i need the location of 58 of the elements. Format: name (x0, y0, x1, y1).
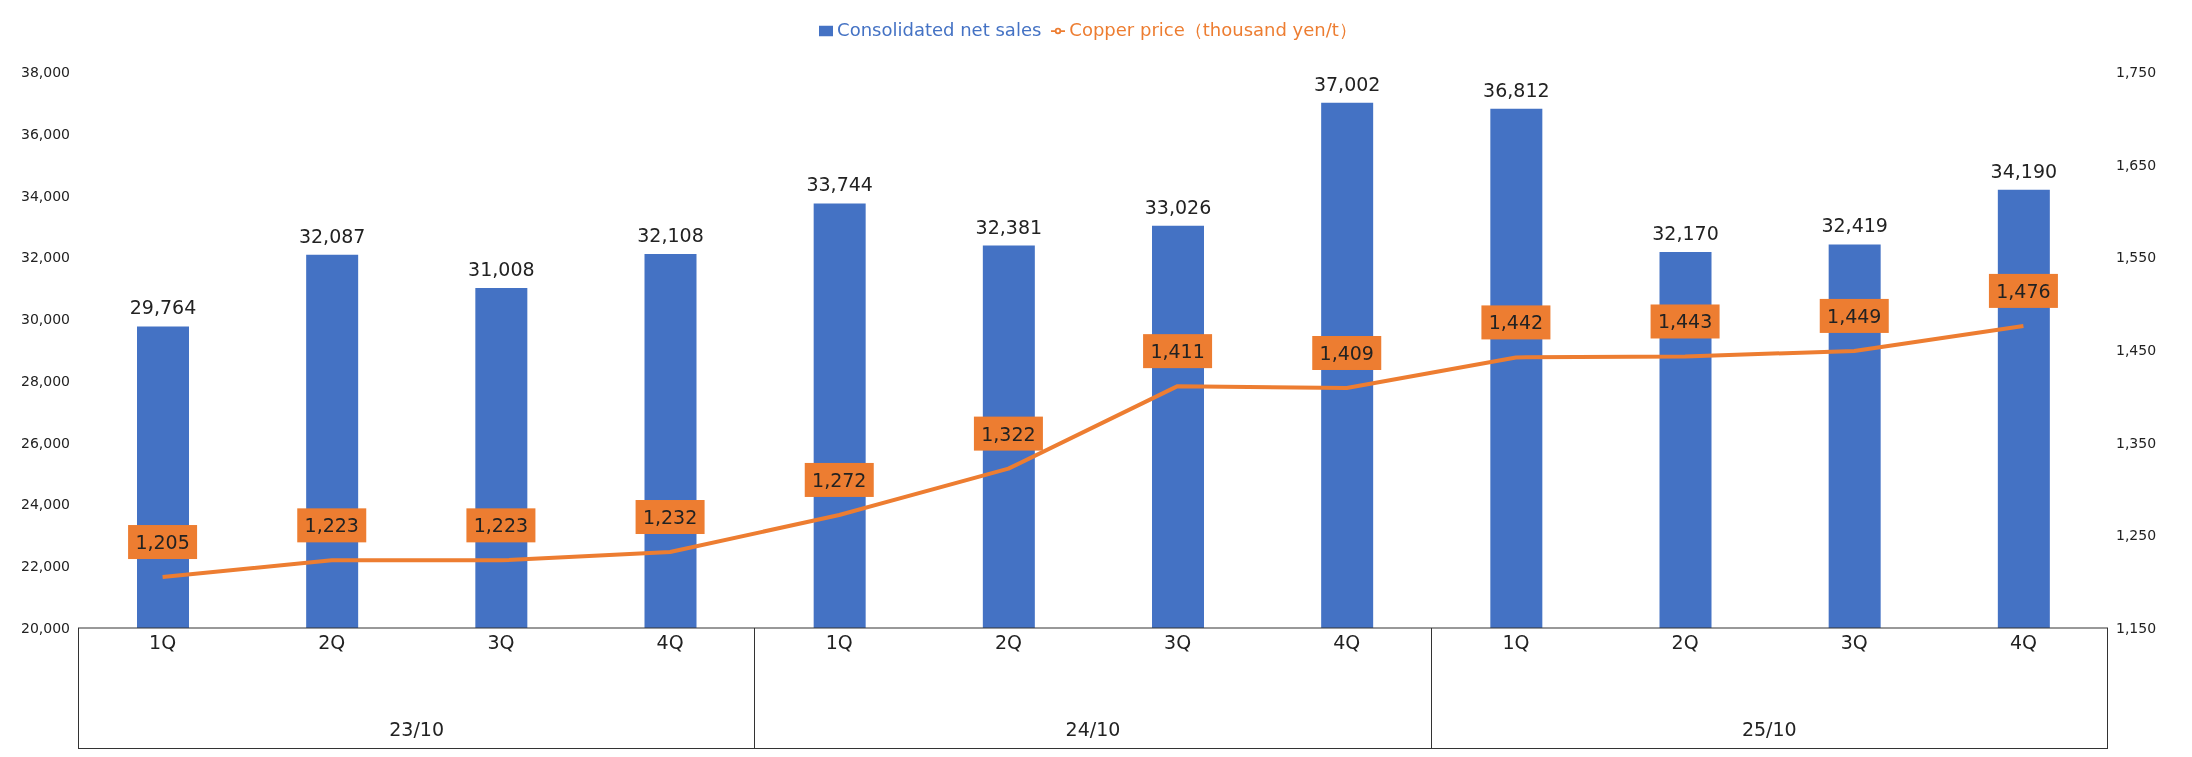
data-label: 31,008 (468, 257, 535, 280)
y2-tick-label: 1,150 (2116, 619, 2157, 636)
data-label: 34,190 (1990, 159, 2058, 182)
y-tick-label: 38,000 (21, 63, 70, 80)
x-tick-label: 2Q (1671, 631, 1699, 654)
data-label: 32,419 (1821, 214, 1888, 237)
y-tick-label: 36,000 (21, 125, 70, 142)
data-label: 1,232 (642, 506, 698, 529)
data-label: 1,411 (1150, 340, 1205, 363)
y-tick-label: 28,000 (21, 372, 70, 389)
y-tick-label: 20,000 (21, 619, 70, 636)
y2-tick-label: 1,550 (2116, 249, 2157, 266)
text: 23/10 (388, 718, 446, 740)
x-tick-label: 4Q (1333, 631, 1361, 654)
x-tick-label: 4Q (656, 631, 684, 654)
x-tick-label: 1Q (149, 631, 177, 654)
x-tick-label: 3Q (1164, 631, 1192, 654)
data-label: 1,443 (1657, 310, 1713, 333)
y-tick-label: 32,000 (21, 249, 70, 266)
x-tick-label: 3Q (487, 631, 515, 654)
data-label: 32,087 (298, 224, 366, 247)
data-label: 1,449 (1827, 304, 1882, 327)
x-tick-label: 3Q (1840, 631, 1868, 654)
y-tick-label: 26,000 (21, 434, 70, 451)
legend-label: Copper price（thousand yen/t） (1069, 19, 1357, 40)
y2-tick-label: 1,250 (2116, 527, 2157, 544)
x-tick-label: 1Q (1502, 631, 1530, 654)
data-label: 1,223 (473, 514, 529, 537)
legend-label: Consolidated net sales (837, 19, 1042, 40)
y-tick-label: 22,000 (21, 558, 70, 575)
data-label: 1,272 (812, 468, 867, 491)
x-tick-label: 4Q (2009, 631, 2037, 654)
data-label: 37,002 (1313, 72, 1381, 95)
x-tick-label: 2Q (994, 631, 1022, 654)
x-tick-label: 2Q (318, 631, 346, 654)
data-label: 29,764 (129, 296, 197, 319)
data-label: 1,322 (981, 422, 1036, 445)
data-label: 1,223 (304, 514, 359, 537)
y2-tick-label: 1,650 (2116, 156, 2157, 173)
data-label: 1,205 (135, 531, 190, 554)
data-label: 32,108 (637, 224, 704, 246)
y-tick-label: 24,000 (21, 496, 70, 513)
data-label: 32,381 (975, 215, 1043, 238)
y-tick-label: 30,000 (21, 311, 70, 328)
data-label: 32,170 (1652, 222, 1719, 245)
y2-tick-label: 1,350 (2116, 434, 2157, 451)
data-label: 1,442 (1488, 311, 1544, 334)
data-label: 33,026 (1144, 195, 1212, 218)
y2-tick-label: 1,750 (2116, 63, 2157, 80)
data-label: 1,409 (1319, 341, 1374, 364)
data-label: 1,476 (1996, 279, 2051, 302)
y-tick-label: 34,000 (21, 187, 70, 204)
data-label: 33,744 (806, 173, 873, 196)
text: 25/10 (1740, 718, 1798, 740)
x-tick-label: 1Q (825, 631, 853, 654)
data-label: 36,812 (1483, 78, 1550, 101)
text: 24/10 (1064, 718, 1122, 740)
y2-tick-label: 1,450 (2116, 341, 2157, 358)
